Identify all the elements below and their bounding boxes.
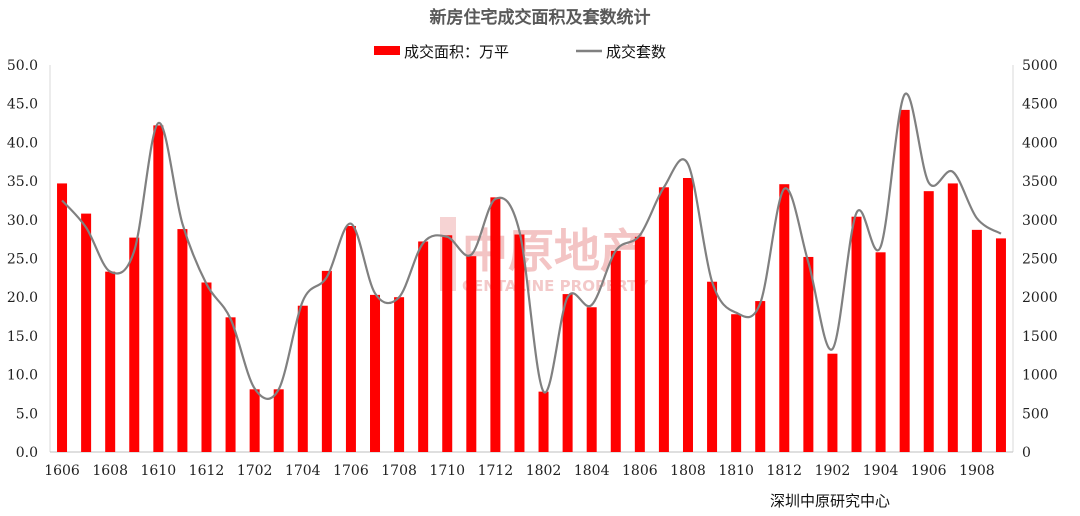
- bar: [153, 125, 164, 452]
- bar: [466, 256, 477, 452]
- bar: [297, 305, 308, 452]
- right-tick-label: 3000: [1022, 213, 1058, 229]
- left-tick-label: 0.0: [16, 445, 38, 461]
- right-tick-label: 0: [1022, 445, 1031, 461]
- bar: [81, 213, 92, 452]
- right-tick-label: 4500: [1022, 97, 1058, 113]
- bar: [201, 282, 212, 452]
- bar: [249, 389, 260, 452]
- bar: [923, 191, 934, 453]
- x-tick-label: 1802: [526, 463, 562, 479]
- watermark-en: CENTALINE PROPERTY: [462, 277, 649, 295]
- bar: [538, 391, 549, 452]
- bar: [345, 225, 356, 452]
- right-tick-label: 3500: [1022, 174, 1058, 190]
- chart-title: 新房住宅成交面积及套数统计: [430, 7, 651, 28]
- bar: [971, 229, 982, 452]
- x-tick-label: 1702: [237, 463, 273, 479]
- left-tick-label: 30.0: [7, 213, 38, 229]
- bar: [490, 197, 501, 452]
- x-tick-label: 1810: [718, 463, 754, 479]
- x-tick-label: 1906: [911, 463, 947, 479]
- left-tick-label: 45.0: [7, 97, 38, 113]
- x-tick-label: 1908: [959, 463, 995, 479]
- x-tick-label: 1606: [44, 463, 80, 479]
- bar: [899, 109, 910, 452]
- bar: [803, 256, 814, 452]
- right-tick-label: 2500: [1022, 252, 1058, 268]
- right-tick-label: 1000: [1022, 368, 1058, 384]
- x-axis-ticks: 1606 1608 1610 1612 1702 1704 1706 1708 1710 1712…: [44, 463, 994, 479]
- x-tick-label: 1706: [333, 463, 369, 479]
- right-tick-label: 5000: [1022, 58, 1058, 74]
- bar: [947, 183, 958, 452]
- bar: [394, 297, 405, 452]
- x-tick-label: 1812: [766, 463, 802, 479]
- series-line: [61, 92, 1002, 400]
- bar: [514, 234, 525, 452]
- bar: [105, 271, 116, 452]
- source-label: 深圳中原研究中心: [770, 492, 890, 510]
- left-tick-label: 50.0: [7, 58, 38, 74]
- x-tick-label: 1902: [815, 463, 851, 479]
- bar: [586, 307, 597, 452]
- bar: [658, 187, 669, 453]
- right-tick-label: 2000: [1022, 290, 1058, 306]
- bar: [827, 353, 838, 452]
- left-tick-label: 10.0: [7, 368, 38, 384]
- legend-line-label: 成交套数: [606, 43, 666, 61]
- bar: [370, 294, 381, 452]
- bar: [442, 235, 453, 452]
- x-tick-label: 1608: [92, 463, 128, 479]
- x-tick-label: 1710: [429, 463, 465, 479]
- right-axis-ticks: 0 500 1000 1500 2000 2500 3000 3500 4000 4500 5000: [1022, 58, 1058, 461]
- bar: [995, 238, 1006, 452]
- x-tick-label: 1808: [670, 463, 706, 479]
- right-tick-label: 500: [1022, 406, 1049, 422]
- bar: [225, 317, 236, 452]
- bar: [129, 237, 140, 452]
- left-axis-ticks: 0.0 5.0 10.0 15.0 20.0 25.0 30.0 35.0 40.0 45.0 50…: [7, 58, 38, 461]
- right-tick-label: 4000: [1022, 135, 1058, 151]
- bar: [634, 236, 645, 452]
- x-tick-label: 1704: [285, 463, 321, 479]
- left-tick-label: 5.0: [16, 406, 38, 422]
- x-tick-label: 1612: [189, 463, 225, 479]
- bar: [610, 250, 621, 452]
- left-tick-label: 20.0: [7, 290, 38, 306]
- left-tick-label: 40.0: [7, 135, 38, 151]
- bar: [57, 183, 68, 452]
- left-tick-label: 25.0: [7, 252, 38, 268]
- bar: [177, 229, 188, 452]
- x-tick-label: 1806: [622, 463, 658, 479]
- legend: 成交面积：万平 成交套数: [374, 43, 666, 61]
- x-tick-label: 1610: [141, 463, 177, 479]
- bar: [707, 281, 718, 452]
- right-tick-label: 1500: [1022, 329, 1058, 345]
- bar: [875, 252, 886, 452]
- left-tick-label: 15.0: [7, 329, 38, 345]
- bar: [851, 216, 862, 452]
- left-tick-label: 35.0: [7, 174, 38, 190]
- bar: [682, 178, 693, 452]
- x-tick-label: 1804: [574, 463, 610, 479]
- line-series: [61, 92, 1002, 400]
- bar: [321, 270, 332, 452]
- x-tick-label: 1904: [863, 463, 899, 479]
- legend-bar-label: 成交面积：万平: [404, 43, 509, 61]
- bar-series: [57, 109, 1006, 453]
- x-tick-label: 1712: [478, 463, 514, 479]
- bar: [779, 184, 790, 453]
- bar: [562, 294, 573, 452]
- bar: [418, 241, 429, 452]
- bar: [731, 314, 742, 452]
- bar: [273, 389, 284, 452]
- bar: [755, 301, 766, 452]
- x-tick-label: 1708: [381, 463, 417, 479]
- legend-bar-swatch: [374, 46, 400, 55]
